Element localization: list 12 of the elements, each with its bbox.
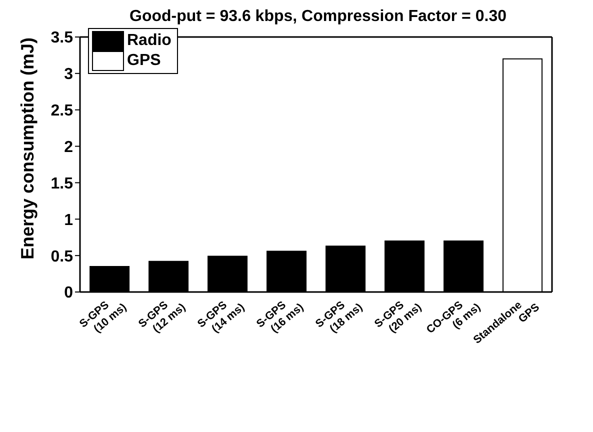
legend-label: Radio — [127, 32, 172, 50]
y-tick-label: 1.5 — [50, 175, 74, 192]
y-tick-label: 2 — [64, 138, 74, 156]
legend-label: GPS — [127, 52, 161, 70]
y-tick-label: 3.5 — [50, 30, 74, 47]
y-axis-title: Energy consumption (mJ) — [17, 37, 38, 260]
y-tick-label: 0.5 — [50, 248, 74, 266]
y-tick-label: 3 — [64, 66, 74, 84]
y-tick-label: 2.5 — [50, 102, 74, 120]
chart-title: Good-put = 93.6 kbps, Compression Factor = 0.30 — [128, 8, 508, 26]
y-tick-label: 1 — [64, 212, 74, 229]
y-tick-label: 0 — [64, 284, 74, 302]
